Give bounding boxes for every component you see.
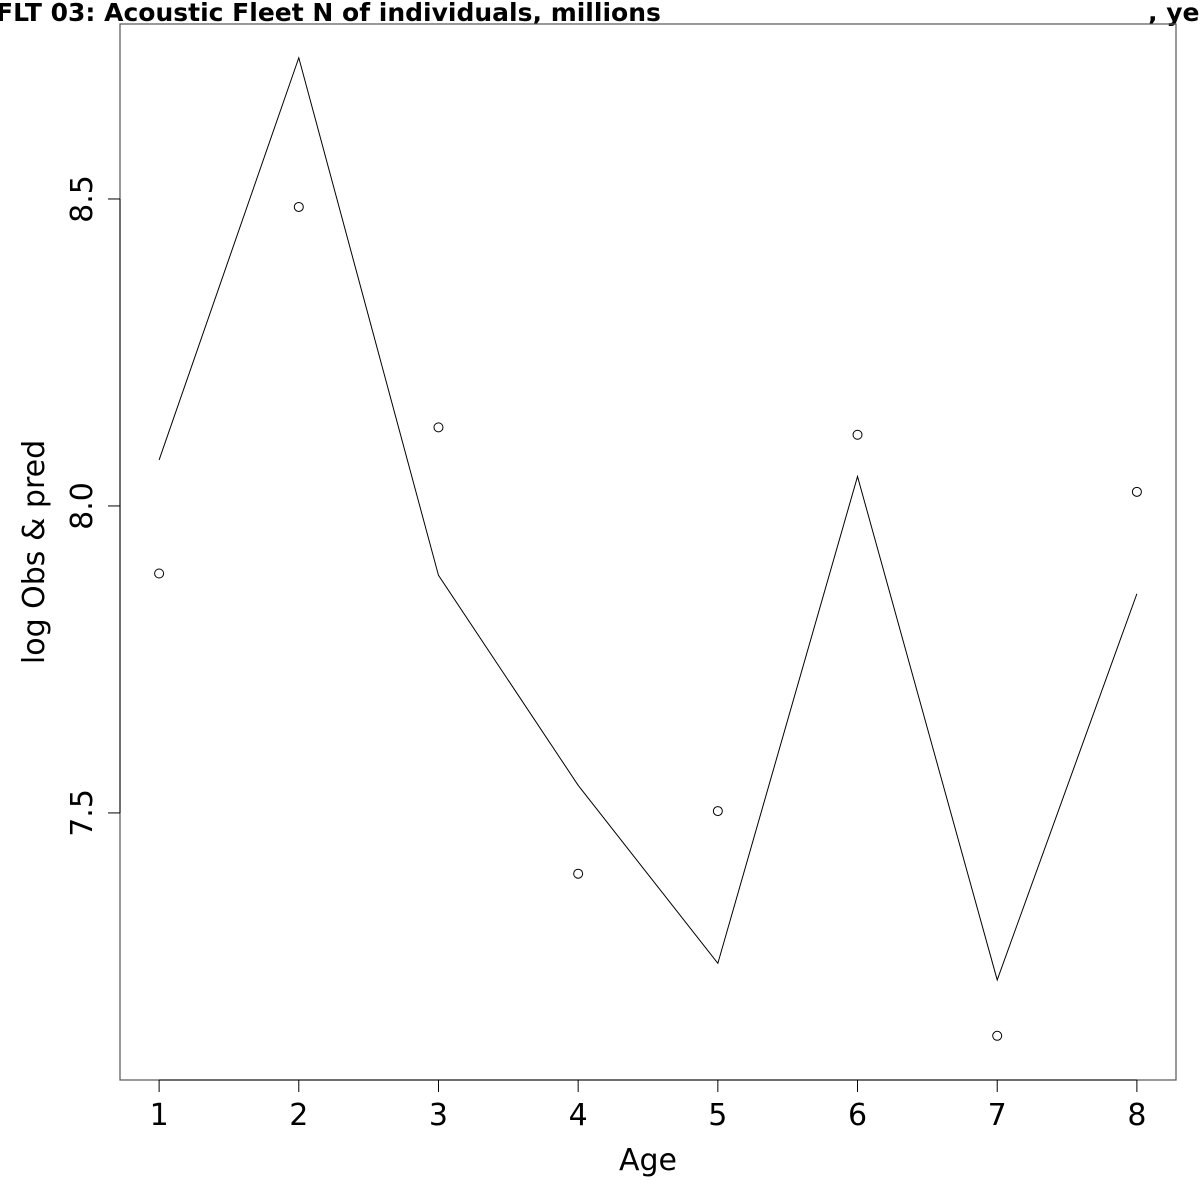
series-layer [154,56,1142,1041]
observed-point [712,806,723,817]
x-tick-label: 7 [988,1098,1007,1133]
observed-point [293,201,304,212]
y-axis-label: log Obs & pred [17,440,52,664]
chart-title: FLT 03: Acoustic Fleet N of individuals,… [0,0,661,27]
observed-point [1131,486,1142,497]
x-tick-label: 1 [150,1098,169,1133]
x-tick-label: 3 [429,1098,448,1133]
observed-point [573,868,584,879]
chart-title-suffix: , yea [1148,0,1200,27]
x-tick-label: 6 [848,1098,867,1133]
y-tick-label: 8.5 [65,175,100,223]
y-axis: 7.5 8.0 8.5 [65,175,121,837]
x-tick-label: 2 [289,1098,308,1133]
x-tick-label: 8 [1127,1098,1146,1133]
x-tick-label: 5 [708,1098,727,1133]
y-tick-label: 7.5 [65,789,100,837]
observed-point [154,568,165,579]
x-axis: 1 2 3 4 5 6 7 8 [150,1079,1146,1133]
predicted-line [158,56,1138,982]
y-tick-label: 8.0 [65,482,100,530]
observed-point [992,1030,1003,1041]
observed-point [433,422,444,433]
plot-area [119,23,1177,1081]
x-axis-label: Age [619,1143,677,1178]
x-tick-label: 4 [569,1098,588,1133]
observed-point [852,429,863,440]
